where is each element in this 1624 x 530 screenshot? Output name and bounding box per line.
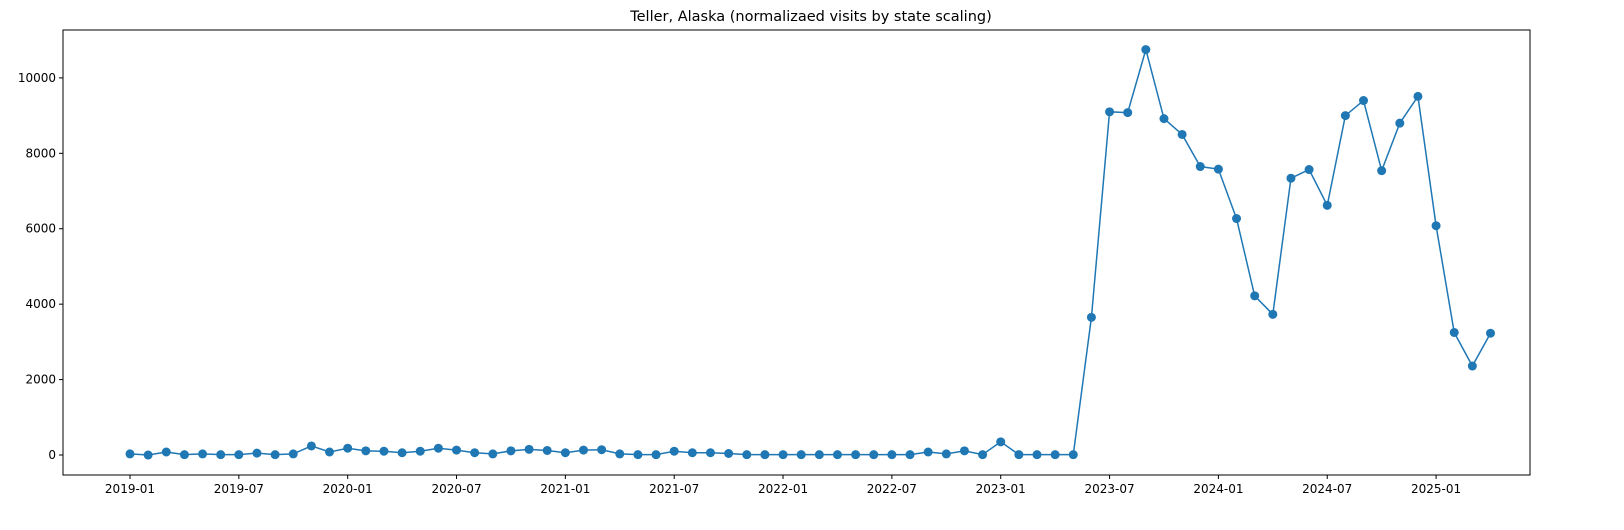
data-point	[1032, 450, 1042, 460]
data-point	[433, 443, 443, 453]
data-point	[959, 446, 969, 456]
x-tick-label: 2020-07	[431, 482, 481, 496]
data-point	[814, 450, 824, 460]
data-point	[1395, 118, 1405, 128]
x-tick-label: 2024-01	[1193, 482, 1243, 496]
data-point	[923, 447, 933, 457]
data-point	[941, 449, 951, 459]
data-point	[1340, 111, 1350, 121]
data-point	[1086, 312, 1096, 322]
data-point	[361, 446, 371, 456]
data-point	[1304, 165, 1314, 175]
data-point	[125, 449, 135, 459]
data-point	[1177, 129, 1187, 139]
data-point	[452, 445, 462, 455]
data-point	[1232, 214, 1242, 224]
data-point	[651, 450, 661, 460]
data-point	[1105, 107, 1115, 117]
x-tick-label: 2023-01	[976, 482, 1026, 496]
data-point	[851, 450, 861, 460]
x-tick-label: 2023-07	[1084, 482, 1134, 496]
data-point	[1014, 450, 1024, 460]
data-point	[288, 449, 298, 459]
x-tick-label: 2021-07	[649, 482, 699, 496]
data-point	[1486, 328, 1495, 338]
data-point	[1322, 200, 1332, 210]
data-point	[796, 450, 806, 460]
data-point	[325, 447, 335, 457]
data-point	[1413, 91, 1423, 101]
data-point	[216, 450, 226, 460]
data-point	[1467, 361, 1477, 371]
data-point	[1286, 173, 1296, 183]
data-point	[1123, 108, 1133, 118]
data-point	[996, 437, 1006, 447]
x-tick-label: 2020-01	[323, 482, 373, 496]
data-point	[1377, 166, 1387, 176]
data-point	[1213, 164, 1223, 174]
y-tick-label: 0	[48, 448, 56, 462]
data-point	[1159, 114, 1169, 124]
x-tick-label: 2021-01	[540, 482, 590, 496]
data-point	[1068, 450, 1078, 460]
data-point	[234, 450, 244, 460]
data-point	[579, 445, 588, 455]
x-tick-label: 2025-01	[1411, 482, 1461, 496]
data-point	[379, 446, 389, 456]
data-point	[905, 450, 915, 460]
data-point	[488, 449, 498, 459]
data-point	[633, 450, 643, 460]
data-point	[560, 448, 570, 458]
y-tick-label: 10000	[18, 71, 56, 85]
data-point	[143, 450, 153, 460]
data-point	[397, 448, 407, 458]
data-point	[832, 450, 842, 460]
data-point	[869, 450, 879, 460]
y-tick-label: 8000	[25, 146, 56, 160]
data-point	[1449, 327, 1459, 337]
data-point	[978, 450, 988, 460]
data-point	[161, 447, 171, 457]
data-point	[742, 450, 752, 460]
data-point	[1141, 45, 1151, 55]
y-tick-label: 6000	[25, 222, 56, 236]
data-point	[542, 445, 552, 455]
x-tick-label: 2022-07	[867, 482, 917, 496]
data-point	[270, 450, 280, 460]
data-point	[198, 449, 208, 459]
data-point	[760, 450, 770, 460]
data-point	[597, 445, 607, 455]
data-point	[705, 448, 715, 458]
data-point	[306, 441, 316, 451]
data-point	[615, 449, 625, 459]
data-point	[179, 450, 189, 460]
data-point	[470, 448, 480, 458]
chart-title: Teller, Alaska (normalizaed visits by st…	[629, 9, 992, 25]
data-point	[887, 450, 897, 460]
data-point	[687, 448, 697, 458]
data-point	[1195, 162, 1205, 172]
data-point	[252, 448, 262, 458]
data-point	[1359, 96, 1369, 106]
data-point	[1431, 221, 1441, 231]
data-point	[1268, 309, 1278, 319]
x-tick-label: 2024-07	[1302, 482, 1352, 496]
data-point	[415, 446, 425, 456]
y-tick-label: 2000	[25, 373, 56, 387]
data-point	[724, 449, 734, 459]
data-point	[524, 444, 534, 454]
data-point	[778, 450, 788, 460]
x-tick-label: 2019-01	[105, 482, 155, 496]
data-point	[1050, 450, 1060, 460]
data-point	[343, 443, 353, 453]
data-point	[1250, 291, 1260, 301]
data-point	[669, 446, 679, 456]
plot-frame	[62, 29, 1531, 476]
x-tick-label: 2019-07	[214, 482, 264, 496]
x-tick-label: 2022-01	[758, 482, 808, 496]
data-line	[129, 46, 1492, 456]
y-tick-label: 4000	[25, 297, 56, 311]
data-point	[506, 446, 516, 456]
